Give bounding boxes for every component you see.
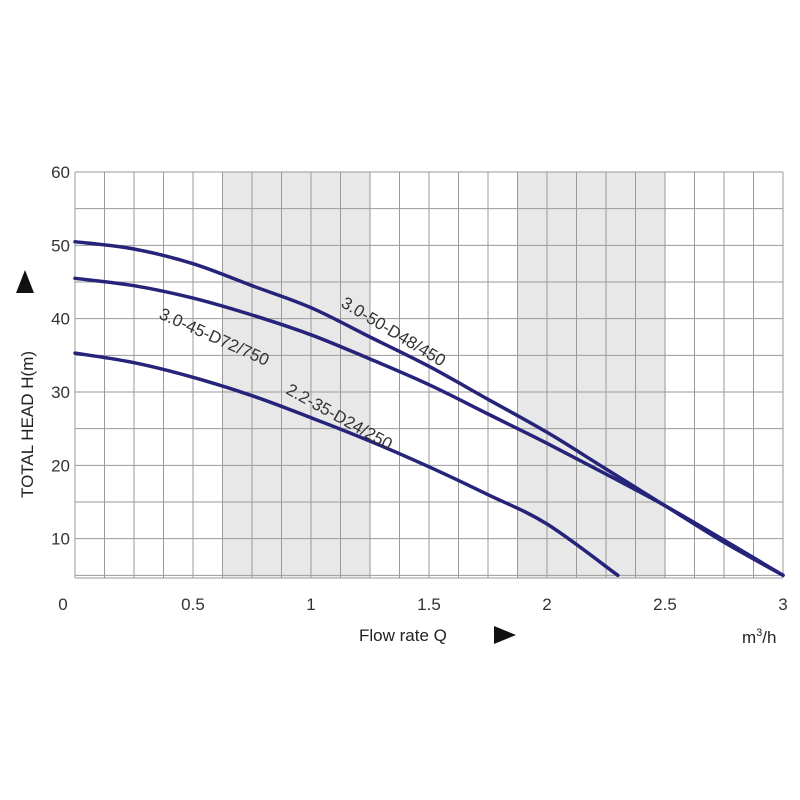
x-unit-tail: /h (762, 628, 776, 647)
x-tick-label: 2 (542, 595, 551, 614)
y-tick-label: 20 (51, 456, 70, 475)
y-tick-labels: 10 20 30 40 50 60 (51, 163, 70, 549)
y-axis-arrow-icon (16, 270, 34, 293)
y-tick-label: 60 (51, 163, 70, 182)
x-tick-label: 0.5 (181, 595, 205, 614)
x-tick-label: 0 (58, 595, 67, 614)
x-tick-labels: 0 0.5 1 1.5 2 2.5 3 (58, 595, 787, 614)
x-unit-superscript: 3 (756, 627, 762, 639)
y-tick-label: 30 (51, 383, 70, 402)
series-line-2 (73, 351, 620, 578)
x-axis-unit: m3/h (742, 627, 776, 647)
shaded-band-0 (222, 172, 370, 578)
x-tick-label: 3 (778, 595, 787, 614)
x-tick-label: 2.5 (653, 595, 677, 614)
x-unit-base: m (742, 628, 756, 647)
shaded-bands (222, 172, 665, 578)
shaded-band-1 (517, 172, 665, 578)
series-line-1 (73, 276, 785, 578)
x-tick-label: 1.5 (417, 595, 441, 614)
grid-lines (74, 171, 784, 579)
y-tick-label: 40 (51, 310, 70, 329)
x-axis-arrow-icon (494, 626, 516, 644)
x-tick-label: 1 (306, 595, 315, 614)
y-axis-label: TOTAL HEAD H(m) (18, 351, 37, 498)
y-tick-label: 50 (51, 236, 70, 255)
x-axis-label: Flow rate Q (359, 626, 447, 645)
y-tick-label: 10 (51, 530, 70, 549)
